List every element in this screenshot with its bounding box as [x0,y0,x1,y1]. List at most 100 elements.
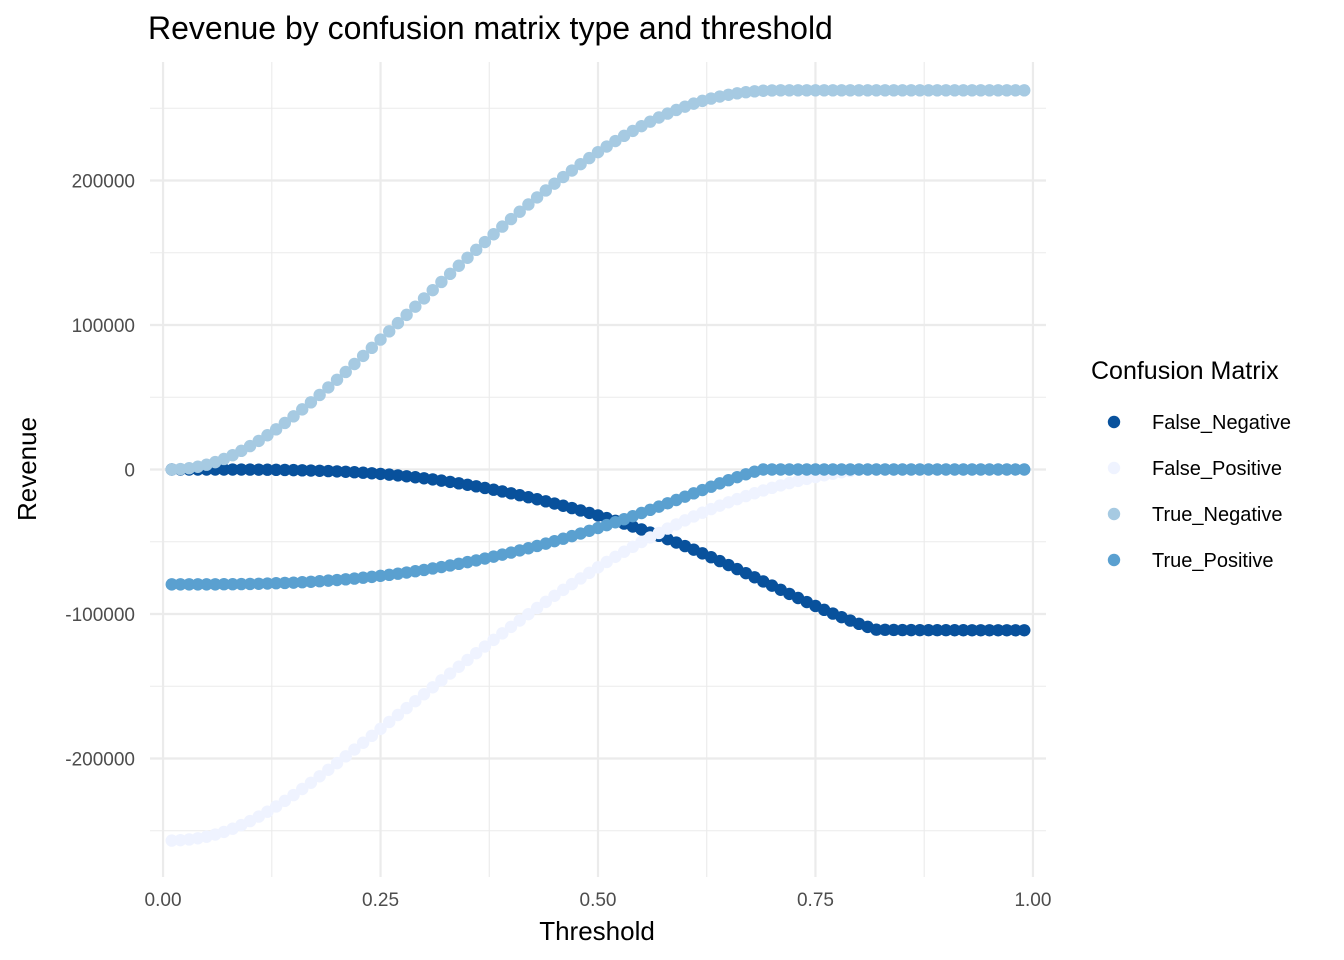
data-point [356,349,370,363]
data-point [278,794,292,808]
data-point [330,373,344,386]
data-point [948,624,961,637]
x-tick-label: 0.50 [580,890,617,911]
data-point [1009,624,1022,637]
x-axis-title: Threshold [539,916,655,946]
legend: Confusion Matrix False_Negative False_Pos… [1091,357,1291,572]
data-point [296,576,309,589]
data-point [539,595,553,609]
data-point [948,84,961,97]
data-point [1000,463,1014,476]
data-point [296,403,309,416]
data-point [261,429,274,442]
data-point [313,388,326,402]
data-point [339,365,352,379]
data-point [443,667,457,680]
data-point [409,694,422,708]
data-point [983,463,996,476]
legend-item: False_Positive [1107,458,1282,480]
data-point [278,463,292,477]
x-tick-label: 0.75 [797,890,834,911]
data-point [269,423,283,436]
y-tick-label: 0 [124,461,135,482]
data-point [574,157,587,171]
data-point [948,463,961,476]
data-point [844,463,857,476]
data-point [931,624,944,637]
data-point [243,577,257,591]
data-point [557,170,570,184]
data-point [365,729,379,743]
legend-title: Confusion Matrix [1091,357,1279,385]
data-point [878,463,892,476]
data-point [339,465,352,478]
data-point [322,464,335,478]
data-point [965,624,979,637]
data-point [809,84,822,97]
data-point [939,624,953,637]
data-point [1009,84,1022,97]
data-point [931,84,944,97]
data-point [287,463,300,477]
data-point [426,681,439,694]
legend-item: True_Positive [1107,550,1274,572]
data-point [496,220,509,233]
data-point [287,788,300,802]
data-point [896,623,909,637]
data-point [243,463,257,476]
data-point [896,463,909,476]
data-point [287,576,300,589]
data-point [913,84,927,97]
legend-key [1107,461,1121,475]
data-point [957,463,970,476]
data-point [287,410,300,423]
data-point [182,578,196,591]
data-point [791,463,805,476]
data-point [826,84,840,97]
data-point [809,463,822,476]
data-point [896,84,909,97]
data-point [800,463,813,476]
data-point [191,578,205,591]
data-point [870,623,883,636]
data-point [496,627,509,640]
data-point [1009,463,1022,476]
data-point [365,341,379,355]
legend-item: True_Negative [1107,504,1282,526]
data-point [165,463,178,476]
data-point [878,623,892,637]
data-point [765,84,779,97]
data-point [757,84,770,97]
data-point [913,463,927,476]
y-axis-title: Revenue [12,417,42,521]
data-point [983,624,996,637]
data-point [200,578,213,591]
data-point [965,463,979,476]
data-point [383,715,396,729]
data-point [269,463,283,477]
data-point [939,463,953,476]
data-point [852,463,866,476]
data-point [783,463,796,476]
legend-items: False_Negative False_Positive True_Negativ… [1107,412,1291,572]
data-point [261,577,274,590]
data-point [1000,84,1014,97]
data-point [887,623,900,637]
data-point [791,84,805,97]
x-tick-label: 0.00 [145,890,182,911]
legend-label: True_Negative [1152,504,1282,526]
data-point [487,633,500,647]
data-point [226,463,239,476]
data-point [322,763,335,776]
data-point [374,722,387,736]
data-point [931,463,944,476]
data-point [583,151,596,165]
data-point [835,84,848,97]
data-point [887,463,900,476]
data-point [252,577,265,591]
data-point [417,292,431,305]
x-axis-ticks: 0.00 0.25 0.50 0.75 1.00 [145,890,1052,911]
data-point [870,463,883,476]
data-point [165,834,178,847]
data-point [757,463,770,476]
